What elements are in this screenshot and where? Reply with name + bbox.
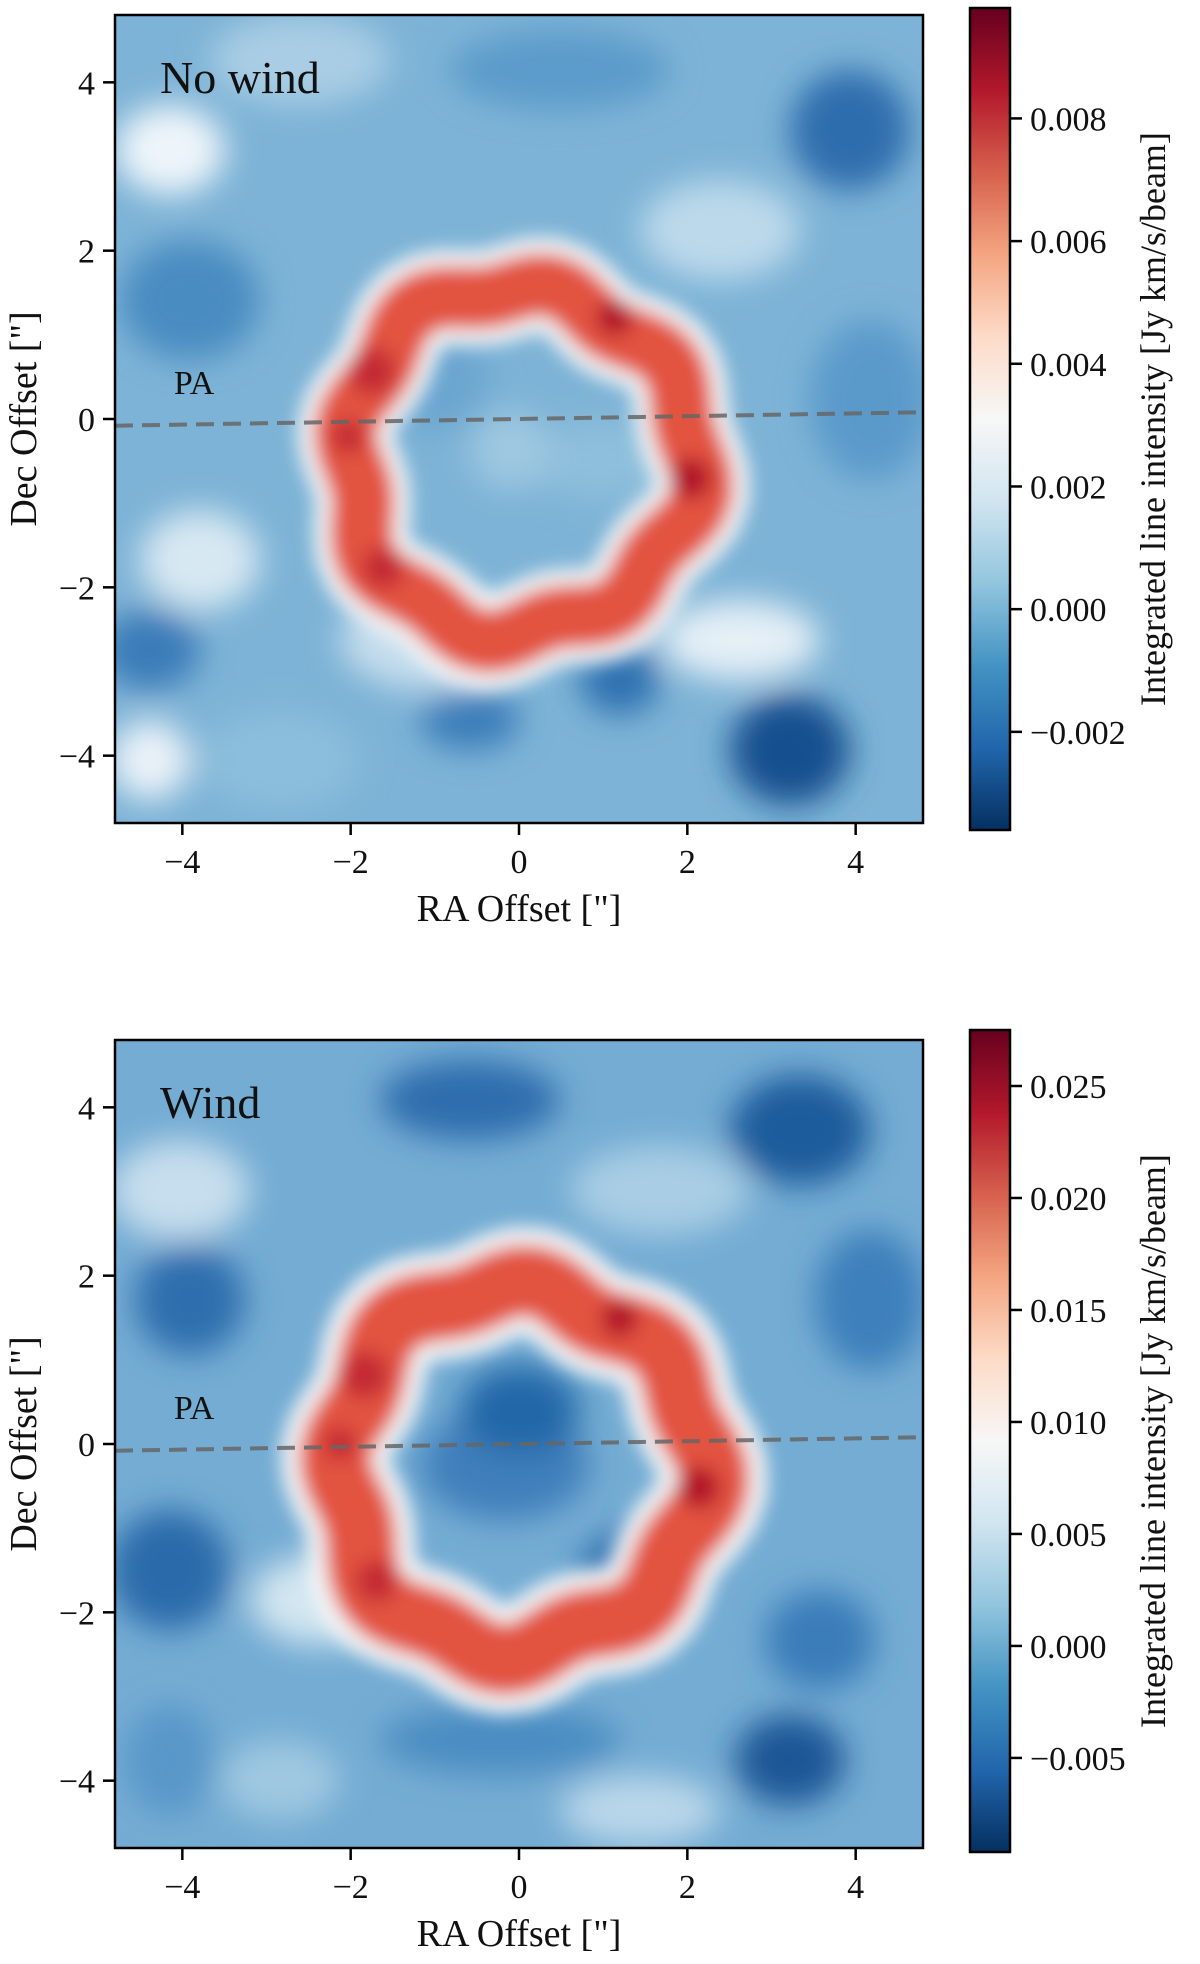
x-tick-label: 2 — [679, 1869, 696, 1906]
x-tick-label: −4 — [164, 1869, 200, 1906]
intensity-map — [115, 15, 923, 823]
ring-peak — [362, 546, 405, 589]
x-tick-label: 0 — [511, 1869, 528, 1906]
colorbar-tick-label: 0.010 — [1030, 1405, 1107, 1442]
colorbar-tick-label: 0.005 — [1030, 1517, 1107, 1554]
x-tick-label: 4 — [847, 1869, 864, 1906]
x-tick-label: 0 — [511, 844, 528, 881]
background-noise — [115, 15, 923, 810]
colorbar — [968, 1028, 1012, 1854]
ring-peak — [600, 1300, 638, 1338]
ring-peak — [678, 1466, 721, 1509]
colorbar-tick-label: −0.005 — [1030, 1741, 1126, 1778]
y-axis-label: Dec Offset ["] — [3, 1336, 45, 1551]
x-axis-label: RA Offset ["] — [417, 888, 622, 930]
colorbar-tick-label: 0.004 — [1030, 347, 1107, 384]
emission-ring — [280, 1226, 768, 1715]
y-tick-label: 2 — [78, 234, 95, 271]
colorbar-tick-label: 0.015 — [1030, 1293, 1107, 1330]
x-tick-label: 2 — [679, 844, 696, 881]
y-tick-label: 0 — [78, 402, 95, 439]
y-tick-label: 0 — [78, 1427, 95, 1464]
ring-peak — [331, 419, 366, 454]
x-tick-label: −2 — [333, 1869, 369, 1906]
colorbar-tick-label: 0.006 — [1030, 224, 1107, 261]
pa-label: PA — [174, 1390, 215, 1427]
ring-peak — [355, 1560, 398, 1602]
ring-peak — [348, 347, 396, 395]
colorbar-tick-label: 0.000 — [1030, 1629, 1107, 1666]
colorbar-label: Integrated line intensity [Jy km/s/beam] — [1133, 132, 1173, 706]
x-tick-label: −4 — [164, 844, 200, 881]
y-tick-label: 2 — [78, 1259, 95, 1296]
ring-peak — [596, 299, 634, 336]
ring-peak — [341, 1351, 389, 1399]
ring-peak — [323, 1426, 357, 1461]
y-tick-label: −4 — [59, 739, 95, 776]
intensity-map — [115, 1040, 923, 1848]
colorbar-tick-label: 0.002 — [1030, 469, 1107, 506]
colorbar-tick-label: −0.002 — [1030, 715, 1126, 752]
colorbar-label: Integrated line intensity [Jy km/s/beam] — [1133, 1154, 1173, 1728]
y-tick-label: 4 — [78, 65, 95, 102]
panel-title: Wind — [160, 1077, 260, 1128]
y-tick-label: −2 — [59, 1595, 95, 1632]
y-tick-label: −4 — [59, 1764, 95, 1801]
pa-label: PA — [174, 365, 215, 402]
panel-no-wind — [115, 15, 923, 823]
y-tick-label: 4 — [78, 1090, 95, 1127]
colorbar-tick-label: 0.025 — [1030, 1069, 1107, 1106]
x-axis-label: RA Offset ["] — [417, 1913, 622, 1955]
y-axis-label: Dec Offset ["] — [3, 311, 45, 526]
emission-ring — [297, 237, 750, 690]
y-tick-label: −2 — [59, 570, 95, 607]
panel-title: No wind — [160, 52, 320, 103]
x-tick-label: 4 — [847, 844, 864, 881]
ring-peak — [669, 457, 712, 500]
panel-wind — [115, 1040, 923, 1848]
x-tick-label: −2 — [333, 844, 369, 881]
colorbar-tick-label: 0.020 — [1030, 1181, 1107, 1218]
colorbar-tick-label: 0.000 — [1030, 592, 1107, 629]
colorbar — [968, 6, 1012, 832]
colorbar-tick-label: 0.008 — [1030, 101, 1107, 138]
